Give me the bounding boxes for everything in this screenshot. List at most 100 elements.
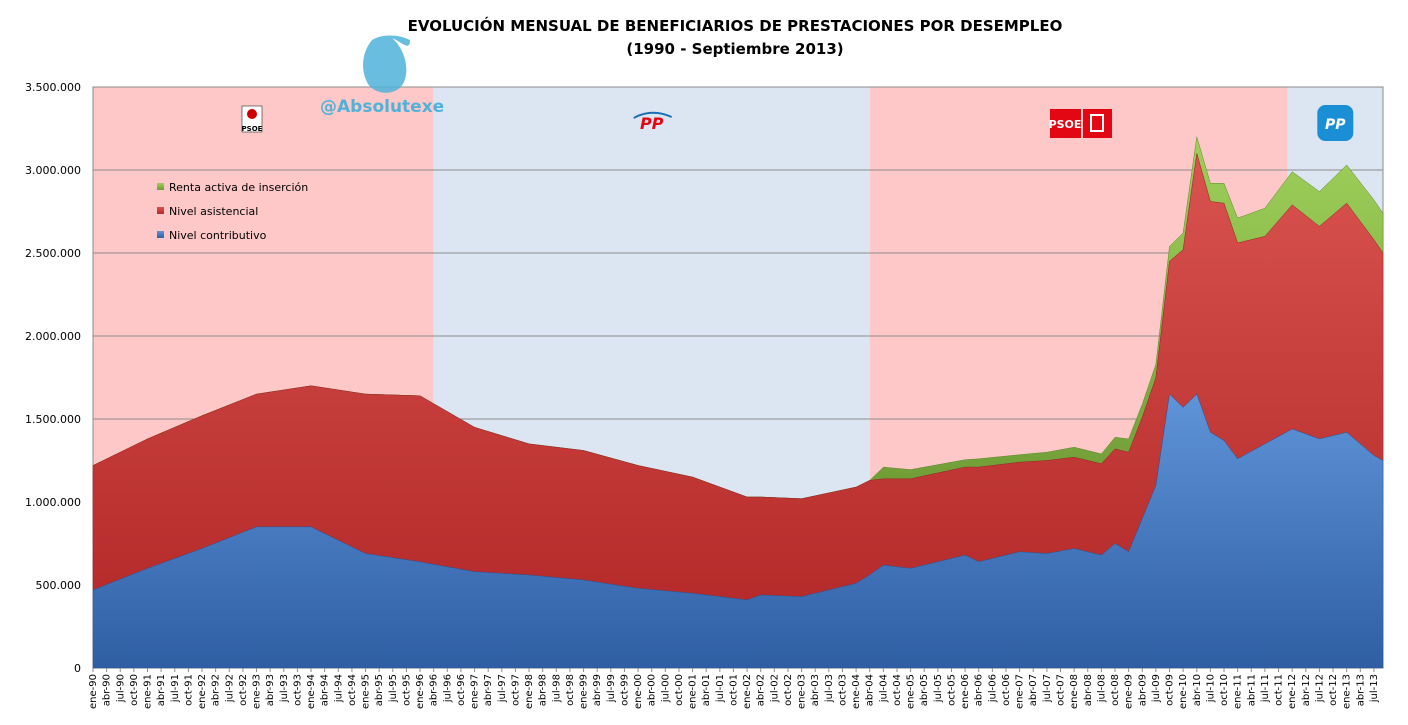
x-tick-label: abr-99 [592,674,603,706]
x-tick-label: oct-98 [565,674,576,706]
x-tick-label: ene-03 [797,674,808,709]
x-tick-label: ene-91 [143,674,154,709]
x-tick-label: jul-10 [1205,674,1216,703]
x-tick-label: ene-06 [960,674,971,709]
x-tick-label: abr-12 [1301,674,1312,706]
x-tick-label: jul-90 [115,674,126,703]
x-tick-label: abr-02 [756,674,767,706]
x-tick-label: abr-98 [538,674,549,706]
x-tick-label: ene-05 [906,674,917,709]
x-tick-label: ene-99 [579,674,590,709]
x-tick-label: oct-07 [1056,674,1067,706]
x-tick-label: jul-98 [551,674,562,703]
x-tick-label: abr-07 [1028,674,1039,706]
x-tick-label: abr-11 [1246,674,1257,706]
x-tick-label: abr-96 [429,674,440,706]
x-tick-label: jul-99 [606,674,617,703]
x-tick-label: ene-94 [306,674,317,709]
psoe-rose-box [1083,109,1112,138]
x-tick-label: oct-04 [892,674,903,706]
x-tick-label: jul-05 [933,674,944,703]
x-tick-label: abr-09 [1137,674,1148,706]
chart-title: EVOLUCIÓN MENSUAL DE BENEFICIARIOS DE PR… [407,17,1063,35]
x-tick-label: abr-95 [374,674,385,706]
x-tick-label: jul-92 [224,674,235,703]
x-tick-label: ene-09 [1124,674,1135,709]
x-tick-label: jul-95 [388,674,399,703]
pp-logo-box [1317,105,1354,141]
psoe-logo-text: PSOE [242,125,263,133]
x-tick-label: ene-12 [1287,674,1298,709]
x-tick-label: oct-90 [129,674,140,706]
x-tick-label: oct-11 [1274,674,1285,706]
psoe-logo-text: PSOE [1049,118,1082,131]
pp-logo-text: PP [1325,117,1346,133]
legend-swatch [157,231,164,238]
x-tick-label: ene-10 [1178,674,1189,709]
x-tick-label: jul-11 [1260,674,1271,703]
chart-subtitle: (1990 - Septiembre 2013) [626,40,844,58]
pp-logo-text: PP [640,114,664,133]
x-tick-label: oct-02 [783,674,794,706]
x-tick-label: ene-97 [470,674,481,709]
x-tick-label: abr-13 [1355,674,1366,706]
x-tick-label: oct-09 [1165,674,1176,706]
x-tick-label: jul-06 [987,674,998,703]
x-tick-label: abr-10 [1192,674,1203,706]
x-tick-label: oct-06 [1001,674,1012,706]
x-tick-label: jul-12 [1314,674,1325,703]
x-tick-label: oct-10 [1219,674,1230,706]
x-tick-label: ene-04 [851,674,862,709]
x-tick-label: oct-95 [401,674,412,706]
area-nivel-contributivo [92,393,1384,669]
x-tick-label: jul-96 [442,674,453,703]
x-tick-label: jul-03 [824,674,835,703]
x-tick-label: ene-13 [1342,674,1353,709]
x-tick-label: jul-04 [878,674,889,703]
x-tick-label: oct-99 [619,674,630,706]
x-tick-label: oct-97 [510,674,521,706]
x-tick-label: jul-97 [497,674,508,703]
x-tick-label: ene-02 [742,674,753,709]
x-tick-label: abr-93 [265,674,276,706]
x-tick-label: jul-02 [769,674,780,703]
x-tick-label: jul-07 [1042,674,1053,703]
legend-swatch [157,207,164,214]
x-tick-label: oct-01 [728,674,739,706]
x-tick-label: abr-06 [974,674,985,706]
x-tick-label: abr-90 [102,674,113,706]
x-tick-label: abr-92 [211,674,222,706]
x-tick-label: abr-05 [919,674,930,706]
x-tick-label: ene-01 [688,674,699,709]
x-tick-label: abr-04 [865,674,876,706]
x-tick-label: ene-96 [415,674,426,709]
legend-swatch [157,183,164,190]
y-tick-label: 3.000.000 [25,164,81,177]
x-tick-label: jul-94 [333,674,344,703]
x-tick-label: jul-00 [660,674,671,703]
x-tick-label: oct-91 [183,674,194,706]
x-tick-label: ene-90 [88,674,99,709]
x-tick-label: jul-08 [1096,674,1107,703]
x-tick-label: abr-08 [1083,674,1094,706]
y-tick-label: 1.000.000 [25,496,81,509]
x-tick-label: jul-01 [715,674,726,703]
x-tick-label: oct-94 [347,674,358,706]
x-tick-label: oct-93 [292,674,303,706]
y-tick-label: 1.500.000 [25,413,81,426]
griffin-logo-icon [363,35,410,93]
watermark-handle: @Absolutexe [320,97,445,117]
x-tick-label: oct-05 [946,674,957,706]
legend-label: Nivel contributivo [169,229,267,242]
psoe-logo-rose [247,109,257,119]
x-tick-label: oct-08 [1110,674,1121,706]
y-tick-label: 2.000.000 [25,330,81,343]
x-tick-label: ene-11 [1233,674,1244,709]
x-tick-label: oct-96 [456,674,467,706]
x-tick-label: jul-91 [170,674,181,703]
legend-label: Nivel asistencial [169,205,258,218]
x-tick-label: abr-01 [701,674,712,706]
pp-gull-icon [633,111,673,119]
x-tick-label: ene-08 [1069,674,1080,709]
